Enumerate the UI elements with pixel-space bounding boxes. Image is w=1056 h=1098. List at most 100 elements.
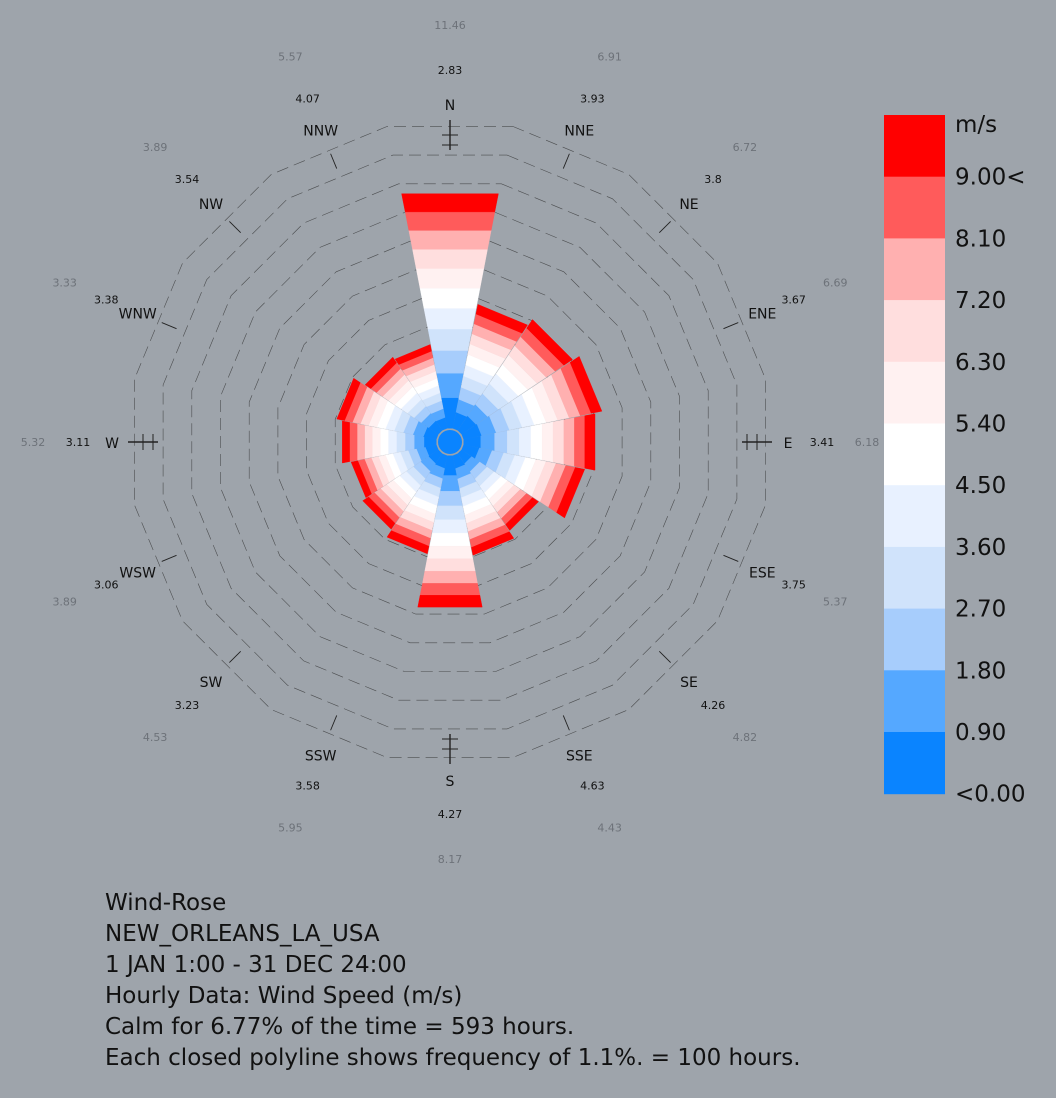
direction-label-wsw: WSW xyxy=(119,565,156,581)
wedge-band xyxy=(584,413,596,471)
direction-tick-sse xyxy=(562,715,570,731)
direction-label-sse: SSE xyxy=(566,748,593,764)
legend-swatch-1 xyxy=(884,176,945,239)
wedge-band xyxy=(505,497,539,531)
max-speed-label: 4.53 xyxy=(143,731,168,744)
direction-tick-wnw xyxy=(161,322,177,330)
max-speed-label: 3.89 xyxy=(143,141,168,154)
direction-label-nnw: NNW xyxy=(303,124,338,140)
wedge-band xyxy=(475,304,528,334)
wedge-band xyxy=(419,583,481,596)
legend-label-2: 7.20 xyxy=(955,288,1006,314)
wedge-band xyxy=(342,420,350,464)
direction-label-ene: ENE xyxy=(748,307,776,323)
legend-swatch-5 xyxy=(884,423,945,486)
chart-caption: Wind-Rose NEW_ORLEANS_LA_USA 1 JAN 1:00 … xyxy=(105,888,801,1074)
wedge-band xyxy=(424,558,476,572)
max-speed-label: 6.69 xyxy=(823,276,848,289)
direction-tick-nne xyxy=(562,153,570,169)
wedge-band xyxy=(419,287,481,309)
wedge-band xyxy=(574,415,585,469)
legend-label-8: 1.80 xyxy=(955,658,1006,684)
avg-speed-label: 3.06 xyxy=(94,578,119,591)
frequency-ring-6 xyxy=(277,269,623,615)
legend-label-10: <0.00 xyxy=(955,782,1025,808)
legend-swatch-8 xyxy=(884,608,945,671)
direction-tick-ne xyxy=(658,221,671,234)
wedge-band xyxy=(422,571,478,584)
legend-swatch-4 xyxy=(884,361,945,424)
wedge-band xyxy=(426,545,474,559)
wedge-n xyxy=(401,193,499,429)
legend-label-9: 0.90 xyxy=(955,720,1006,746)
wedge-band xyxy=(429,533,471,547)
wedge-band xyxy=(404,433,415,451)
wedge-band xyxy=(396,431,406,453)
wedge-band xyxy=(431,350,469,374)
avg-speed-label: 3.93 xyxy=(580,92,605,105)
wedge-band xyxy=(336,377,361,421)
max-speed-label: 8.17 xyxy=(438,853,463,866)
legend-swatch-9 xyxy=(884,670,945,733)
legend-label-7: 2.70 xyxy=(955,597,1006,623)
direction-tick-ssw xyxy=(330,715,338,731)
wedge-band xyxy=(415,268,485,289)
direction-tick-sw xyxy=(229,650,242,663)
wedge-w xyxy=(342,420,437,464)
caption-data-type: Hourly Data: Wind Speed (m/s) xyxy=(105,983,463,1009)
wedge-sw xyxy=(362,449,443,530)
calm-center xyxy=(438,430,462,454)
avg-speed-label: 3.11 xyxy=(66,436,91,449)
wedge-band xyxy=(423,308,477,330)
direction-tick-nnw xyxy=(330,153,338,169)
direction-tick-wsw xyxy=(161,554,177,562)
wedge-band xyxy=(362,496,396,530)
wedge-band xyxy=(386,530,430,555)
max-speed-label: 5.95 xyxy=(278,821,303,834)
avg-speed-label: 4.07 xyxy=(295,92,320,105)
direction-label-nne: NNE xyxy=(564,124,594,140)
wedge-band xyxy=(412,249,488,269)
direction-tick-ese xyxy=(723,554,739,562)
wedge-band xyxy=(394,344,432,365)
max-speed-label: 5.37 xyxy=(823,596,848,609)
wedge-band xyxy=(494,430,508,454)
wedge-band xyxy=(507,428,520,456)
direction-label-ese: ESE xyxy=(749,565,776,581)
direction-tick-nw xyxy=(229,221,242,234)
legend-label-0: 9.00< xyxy=(955,165,1025,191)
wedge-band xyxy=(563,417,575,467)
wedge-nw xyxy=(364,356,443,435)
legend-swatch-10 xyxy=(884,732,945,795)
caption-calm: Calm for 6.77% of the time = 593 hours. xyxy=(105,1014,575,1040)
frequency-ring-10 xyxy=(162,154,738,730)
direction-label-ssw: SSW xyxy=(305,748,337,764)
max-speed-label: 6.91 xyxy=(597,51,622,64)
legend-label-3: 6.30 xyxy=(955,350,1006,376)
avg-speed-label: 3.75 xyxy=(781,578,806,591)
wedge-band xyxy=(388,429,397,455)
max-speed-label: 3.89 xyxy=(52,596,77,609)
wedge-nnw xyxy=(394,344,448,431)
wedge-band xyxy=(427,328,473,351)
wedge-band xyxy=(436,373,464,398)
legend-label-1: 8.10 xyxy=(955,226,1006,252)
direction-label-e: E xyxy=(784,436,793,452)
max-speed-label: 6.18 xyxy=(855,436,880,449)
direction-label-w: W xyxy=(105,436,119,452)
wedge-ne xyxy=(457,319,573,435)
frequency-ring-11 xyxy=(134,126,766,758)
wedge-band xyxy=(434,505,466,520)
caption-period: 1 JAN 1:00 - 31 DEC 24:00 xyxy=(105,952,407,978)
wedge-band xyxy=(431,519,469,534)
wedge-band xyxy=(556,467,585,519)
avg-speed-label: 4.63 xyxy=(580,780,605,793)
direction-tick-ene xyxy=(723,322,739,330)
wedge-sse xyxy=(452,453,515,556)
max-speed-label: 6.72 xyxy=(733,141,758,154)
legend-label-6: 3.60 xyxy=(955,535,1006,561)
legend-label-4: 5.40 xyxy=(955,412,1006,438)
direction-tick-se xyxy=(658,650,671,663)
frequency-ring-8 xyxy=(220,212,680,672)
